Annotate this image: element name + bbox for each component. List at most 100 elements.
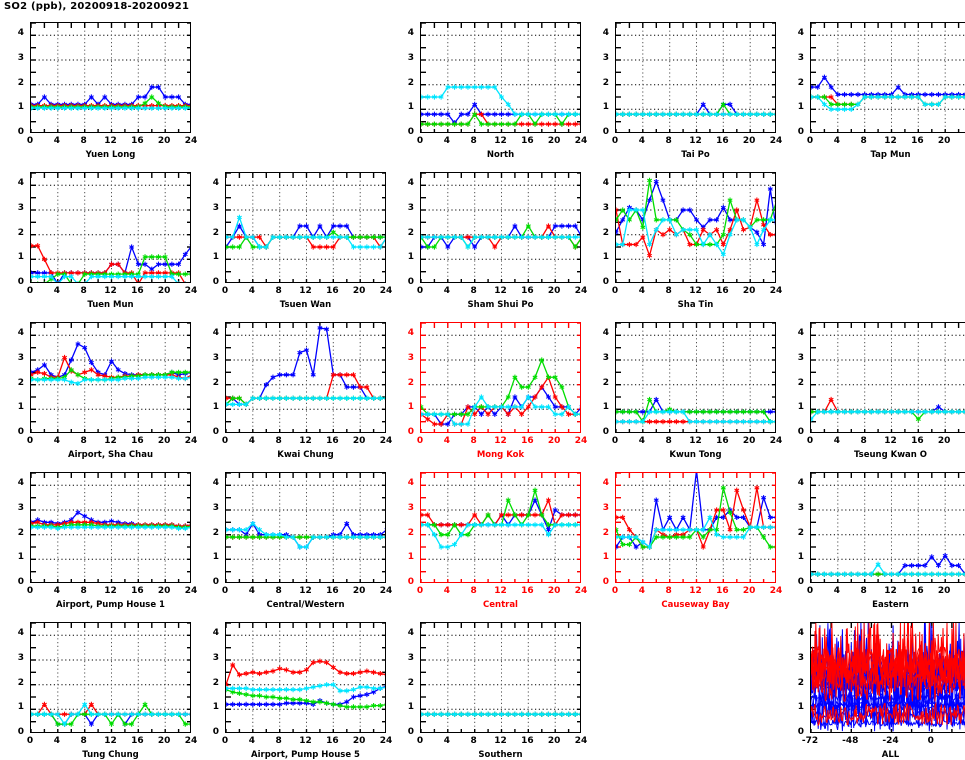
x-tick-label: 8 <box>470 586 477 596</box>
x-tick-label: 0 <box>221 436 229 446</box>
y-tick-label: 3 <box>212 353 219 363</box>
y-tick-label: 3 <box>212 203 219 213</box>
x-tick-label: 16 <box>716 136 729 146</box>
y-tick-label: 4 <box>17 328 24 339</box>
x-tick-label: 24 <box>574 286 588 296</box>
x-tick-label: 8 <box>665 136 672 146</box>
panel-title: Eastern <box>872 600 909 610</box>
x-tick-label: 12 <box>884 586 897 596</box>
y-tick-label: 2 <box>602 227 609 238</box>
x-tick-label: 16 <box>131 136 144 146</box>
x-tick-label: 8 <box>80 586 87 596</box>
y-tick-label: 4 <box>407 178 414 189</box>
x-tick-label: 24 <box>957 436 965 446</box>
x-tick-label: 12 <box>104 736 117 746</box>
y-tick-label: 1 <box>17 102 24 113</box>
plot-area <box>420 322 581 433</box>
panel-title: Southern <box>478 750 523 760</box>
y-tick-label: 4 <box>407 628 414 639</box>
x-tick-label: 0 <box>416 736 424 746</box>
y-tick-label: 3 <box>602 503 609 513</box>
x-tick-label: 0 <box>416 436 424 446</box>
y-tick-label: 0 <box>17 427 24 437</box>
y-tick-label: 1 <box>212 252 219 263</box>
y-tick-label: 4 <box>212 478 219 489</box>
y-tick-label: 4 <box>407 28 414 39</box>
y-tick-label: 4 <box>602 28 609 39</box>
y-tick-label: 2 <box>602 377 609 388</box>
x-tick-label: 4 <box>833 136 840 146</box>
x-tick-label: 24 <box>184 436 198 446</box>
y-tick-label: 0 <box>212 577 219 587</box>
y-tick-label: 1 <box>212 702 219 713</box>
y-tick-label: 1 <box>602 252 609 263</box>
y-tick-label: 3 <box>407 353 414 363</box>
plot-area <box>30 472 191 583</box>
y-tick-label: 0 <box>17 727 24 737</box>
x-tick-label: 4 <box>443 736 450 746</box>
x-tick-label: 16 <box>911 436 924 446</box>
x-tick-label: 8 <box>665 286 672 296</box>
x-tick-label: 4 <box>53 286 60 296</box>
y-tick-label: 2 <box>17 527 24 538</box>
x-tick-label: 20 <box>352 286 366 296</box>
y-tick-label: 0 <box>407 127 414 137</box>
y-tick-label: 4 <box>17 478 24 489</box>
x-tick-label: 8 <box>470 286 477 296</box>
x-tick-label: 20 <box>937 586 951 596</box>
x-tick-label: 24 <box>769 586 783 596</box>
y-tick-label: 4 <box>17 28 24 39</box>
plot-area <box>30 622 191 733</box>
x-tick-label: 0 <box>416 286 424 296</box>
x-tick-label: 8 <box>275 586 282 596</box>
panel-title: Sha Tin <box>677 300 714 310</box>
panel-title: ALL <box>881 750 900 760</box>
x-tick-label: 24 <box>184 286 198 296</box>
y-tick-label: 1 <box>602 402 609 413</box>
y-tick-label: 0 <box>797 727 804 737</box>
x-tick-label: 20 <box>352 736 366 746</box>
x-tick-label: 4 <box>53 586 60 596</box>
y-tick-label: 3 <box>407 503 414 513</box>
x-tick-label: 16 <box>131 736 144 746</box>
x-tick-label: 0 <box>806 136 814 146</box>
y-tick-label: 4 <box>797 628 804 639</box>
x-tick-label: 24 <box>379 736 393 746</box>
x-tick-label: 4 <box>833 436 840 446</box>
y-tick-label: 3 <box>212 503 219 513</box>
x-tick-label: 12 <box>884 436 897 446</box>
y-tick-label: 4 <box>797 328 804 339</box>
x-tick-label: 8 <box>275 736 282 746</box>
y-tick-label: 4 <box>602 478 609 489</box>
x-tick-label: 8 <box>80 436 87 446</box>
y-tick-label: 1 <box>212 552 219 563</box>
y-tick-label: 4 <box>17 178 24 189</box>
y-tick-label: 3 <box>17 503 24 513</box>
x-tick-label: 12 <box>884 136 897 146</box>
y-tick-label: 1 <box>17 702 24 713</box>
plot-area <box>810 472 965 583</box>
plot-area <box>615 322 776 433</box>
y-tick-label: 2 <box>602 527 609 538</box>
x-tick-label: 0 <box>221 586 229 596</box>
panel-title: Central <box>483 600 518 610</box>
y-tick-label: 2 <box>17 227 24 238</box>
y-tick-label: 3 <box>407 53 414 63</box>
x-tick-label: 16 <box>911 586 924 596</box>
x-tick-label: 12 <box>494 286 507 296</box>
x-tick-label: 16 <box>521 736 534 746</box>
x-tick-label: 4 <box>53 736 60 746</box>
x-tick-label: 0 <box>611 286 619 296</box>
y-tick-label: 4 <box>797 28 804 39</box>
panel-title: Kwai Chung <box>277 450 334 460</box>
x-tick-label: 12 <box>104 436 117 446</box>
plot-area <box>810 622 965 733</box>
x-tick-label: -72 <box>801 736 819 746</box>
x-tick-label: 24 <box>957 736 965 746</box>
panel-title: Tap Mun <box>870 150 911 160</box>
y-tick-label: 2 <box>797 677 804 688</box>
x-tick-label: 24 <box>379 436 393 446</box>
x-tick-label: 4 <box>248 286 255 296</box>
y-tick-label: 0 <box>797 427 804 437</box>
x-tick-label: 8 <box>470 736 477 746</box>
